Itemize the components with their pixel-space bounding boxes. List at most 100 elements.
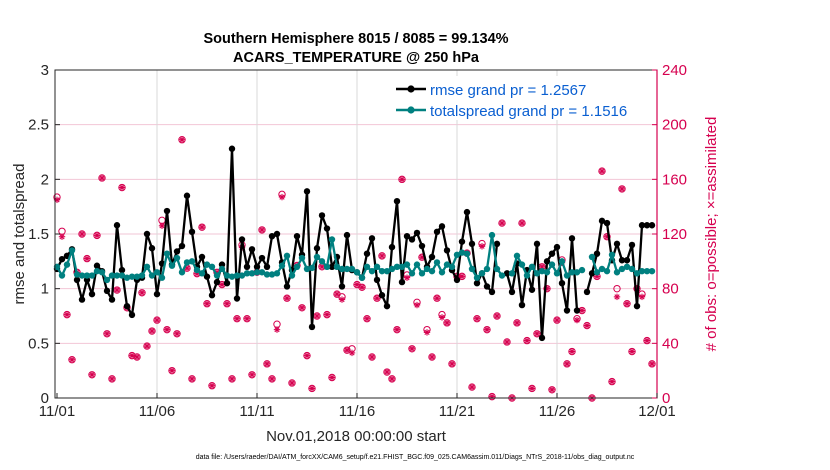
obs-assimilated-point — [328, 374, 336, 381]
totalspread-point — [263, 271, 271, 278]
rmse-point — [58, 255, 66, 263]
asterisk-stroke — [379, 253, 385, 259]
obs-assimilated-point — [613, 293, 621, 301]
asterisk-stroke — [619, 186, 625, 192]
y-axis-label-left: rmse and totalspread — [11, 164, 28, 305]
totalspread-point — [273, 270, 281, 277]
obs-assimilated-point — [568, 348, 576, 355]
totalspread-point — [643, 267, 651, 275]
totalspread-point — [548, 261, 556, 268]
obs-assimilated-point — [313, 312, 321, 320]
asterisk-stroke — [394, 327, 400, 333]
totalspread-point — [183, 259, 191, 266]
totalspread-point — [68, 247, 76, 254]
asterisk-stroke — [84, 255, 90, 262]
totalspread-point — [138, 272, 146, 279]
asterisk-stroke — [104, 331, 110, 337]
legend-spread-label: totalspread grand pr = 1.1516 — [430, 103, 627, 120]
rmse-point — [628, 241, 636, 249]
rmse-point — [118, 266, 126, 274]
obs-assimilated-point — [393, 326, 401, 333]
asterisk-stroke — [504, 339, 510, 345]
totalspread-point — [518, 261, 526, 268]
obs-assimilated-point — [473, 315, 481, 322]
rmse-point — [388, 243, 396, 251]
rmse-point — [213, 278, 221, 286]
asterisk-stroke — [449, 361, 455, 367]
totalspread-point — [613, 269, 621, 276]
rmse-point — [438, 223, 446, 230]
totalspread-point — [423, 265, 431, 273]
rmse-point — [208, 292, 216, 299]
obs-assimilated-point — [503, 338, 511, 346]
rmse-point — [593, 250, 601, 257]
asterisk-stroke — [164, 327, 170, 333]
totalspread-point — [438, 269, 446, 276]
obs-assimilated-point — [423, 329, 431, 336]
totalspread-point — [158, 274, 166, 281]
totalspread-point — [523, 272, 531, 279]
totalspread-point — [133, 273, 141, 280]
totalspread-point — [83, 272, 91, 279]
rmse-point — [428, 253, 436, 261]
obs-assimilated-point — [153, 316, 161, 324]
rmse-point — [328, 263, 336, 270]
totalspread-point — [218, 265, 226, 273]
rmse-point — [413, 229, 421, 237]
totalspread-point — [608, 251, 616, 258]
totalspread-point — [238, 272, 246, 279]
rmse-point — [453, 276, 461, 284]
x-tick-label: 11/06 — [139, 403, 175, 420]
asterisk-stroke — [179, 137, 185, 143]
obs-assimilated-point — [413, 301, 421, 309]
totalspread-point — [103, 276, 111, 284]
asterisk-stroke — [334, 291, 340, 297]
x-tick-label: 12/01 — [638, 403, 676, 420]
asterisk-stroke — [469, 384, 475, 390]
obs-assimilated-point — [63, 311, 71, 318]
obs-assimilated-point — [148, 327, 156, 335]
obs-assimilated-point — [323, 311, 331, 318]
asterisk-stroke — [339, 296, 345, 303]
asterisk-stroke — [189, 376, 195, 382]
y-tick-label-left: 3 — [41, 62, 49, 79]
obs-possible-point — [613, 284, 621, 293]
asterisk-stroke — [129, 353, 135, 359]
obs-assimilated-point — [623, 300, 631, 307]
asterisk-stroke — [289, 380, 295, 386]
rmse-point — [78, 296, 86, 303]
totalspread-point — [558, 258, 566, 265]
legend-rmse-marker — [407, 85, 415, 93]
obs-assimilated-point — [553, 316, 561, 324]
obs-assimilated-point — [318, 263, 326, 270]
asterisk-stroke — [114, 287, 120, 293]
obs-assimilated-point — [608, 378, 616, 385]
totalspread-point — [568, 269, 576, 276]
totalspread-point — [143, 263, 151, 270]
totalspread-point — [513, 252, 521, 260]
obs-assimilated-point — [338, 296, 346, 303]
asterisk-stroke — [324, 312, 330, 318]
totalspread-point — [388, 265, 396, 273]
asterisk-stroke — [524, 337, 530, 344]
totalspread-point — [193, 266, 201, 274]
asterisk-stroke — [279, 194, 285, 200]
asterisk-stroke — [169, 368, 175, 374]
obs-assimilated-point — [223, 300, 231, 307]
rmse-point — [248, 246, 256, 253]
obs-assimilated-point — [628, 348, 636, 355]
rmse-point — [323, 225, 331, 232]
obs-assimilated-point — [388, 375, 396, 383]
asterisk-stroke — [539, 264, 545, 270]
obs-assimilated-point — [373, 295, 381, 302]
totalspread-point — [358, 274, 366, 281]
asterisk-stroke — [459, 273, 465, 279]
asterisk-stroke — [229, 376, 235, 382]
rmse-point — [318, 212, 326, 219]
totalspread-point — [88, 272, 96, 279]
obs-assimilated-point — [303, 352, 311, 359]
rmse-point — [268, 232, 276, 240]
asterisk-stroke — [144, 343, 150, 349]
rmse-point — [263, 263, 271, 270]
